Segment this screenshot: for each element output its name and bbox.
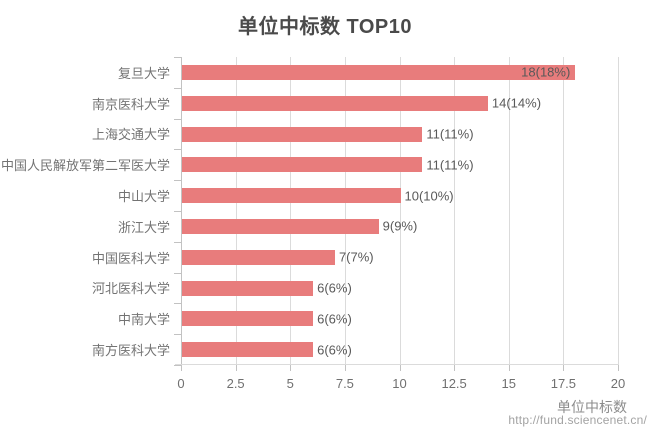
y-axis-labels: 复旦大学南京医科大学 上海交通大学中国人民解放军第二军医大学中山大学浙江大学中国医… bbox=[0, 57, 170, 365]
y-axis-tick bbox=[174, 180, 181, 182]
grid-line bbox=[508, 57, 510, 365]
x-tick-label: 20 bbox=[610, 376, 626, 391]
bar-value-label: 14(14%) bbox=[491, 95, 542, 111]
x-tick-label: 5 bbox=[286, 376, 294, 391]
y-axis-tick bbox=[174, 241, 181, 243]
x-axis-title: 单位中标数 bbox=[557, 399, 627, 415]
category-label: 中山大学 bbox=[117, 189, 170, 205]
bar[interactable] bbox=[182, 249, 335, 265]
category-label: 河北医科大学 bbox=[91, 281, 170, 297]
y-axis-tick bbox=[174, 57, 181, 58]
y-axis-tick bbox=[174, 365, 181, 366]
y-axis-tick bbox=[174, 334, 181, 336]
grid-line bbox=[344, 57, 346, 365]
bar-value-label: 10(10%) bbox=[404, 188, 454, 204]
x-axis-tick bbox=[181, 365, 182, 371]
category-label: 南京医科大学 bbox=[91, 96, 170, 112]
y-axis-tick bbox=[174, 211, 181, 212]
grid-line bbox=[563, 57, 565, 365]
y-axis-tick bbox=[174, 118, 181, 120]
bar[interactable] bbox=[182, 311, 314, 327]
bar-value-label: 6(6%) bbox=[317, 280, 352, 296]
x-tick-label: 2.5 bbox=[226, 376, 245, 391]
x-axis-tick bbox=[235, 365, 237, 371]
x-axis-line bbox=[175, 364, 618, 365]
bar[interactable] bbox=[182, 342, 314, 358]
bar[interactable] bbox=[182, 157, 423, 173]
category-label: 浙江大学 bbox=[117, 219, 170, 235]
x-tick-label: 10 bbox=[392, 376, 407, 391]
grid-line bbox=[454, 57, 456, 365]
bar[interactable] bbox=[182, 188, 401, 204]
grid-line bbox=[618, 57, 619, 365]
bar[interactable] bbox=[182, 218, 379, 234]
category-label: 南方医科大学 bbox=[91, 343, 170, 359]
bar-value-label: 18(18%) bbox=[521, 64, 571, 80]
x-axis-tick bbox=[290, 365, 292, 371]
chart-title: 单位中标数 TOP10 bbox=[237, 16, 413, 38]
x-tick-label: 7.5 bbox=[335, 376, 354, 391]
x-axis-tick bbox=[454, 365, 456, 371]
x-axis-tick-labels: 0 2.5 5 7.5 10 12.5 15 17.5 20 bbox=[177, 376, 625, 392]
category-label: 中南大学 bbox=[117, 312, 170, 328]
y-axis-tick bbox=[174, 303, 181, 305]
x-tick-label: 17.5 bbox=[550, 376, 577, 391]
category-label: 复旦大学 bbox=[117, 65, 170, 81]
x-axis-tick bbox=[508, 365, 510, 371]
y-axis-tick bbox=[174, 87, 181, 89]
y-axis-line bbox=[181, 57, 182, 365]
x-axis-tick bbox=[563, 365, 565, 371]
x-axis-tick bbox=[399, 365, 401, 371]
grid-line bbox=[290, 57, 292, 365]
bar[interactable] bbox=[182, 64, 576, 80]
category-label: 上海交通大学 bbox=[91, 127, 170, 143]
bar[interactable] bbox=[182, 126, 423, 142]
y-axis-tick bbox=[174, 149, 181, 151]
footer-url: http://fund.sciencenet.cn/ bbox=[508, 413, 647, 427]
grid-line bbox=[235, 57, 237, 365]
bar[interactable] bbox=[182, 95, 488, 111]
x-axis-tick bbox=[344, 365, 346, 371]
x-tick-label: 0 bbox=[177, 376, 185, 391]
bar-value-label: 6(6%) bbox=[317, 311, 352, 327]
x-axis-tick bbox=[618, 365, 619, 371]
x-tick-label: 15 bbox=[501, 376, 516, 391]
bar-value-label: 11(11%) bbox=[426, 157, 474, 173]
category-label: 中国人民解放军第二军医大学 bbox=[0, 158, 170, 174]
grid-line bbox=[399, 57, 401, 365]
plot-area: 18(18%) 14(14%) 11(11%) 11(11%) 10(10%) 9(9%)… bbox=[174, 57, 619, 371]
bar-value-label: 6(6%) bbox=[317, 342, 352, 358]
bar-value-label: 9(9%) bbox=[382, 218, 418, 234]
bar[interactable] bbox=[182, 280, 314, 296]
bar-value-label: 7(7%) bbox=[338, 249, 374, 265]
bar-value-label: 11(11%) bbox=[426, 126, 474, 142]
category-label: 中国医科大学 bbox=[91, 250, 170, 266]
x-tick-label: 12.5 bbox=[441, 376, 467, 391]
y-axis-tick bbox=[174, 272, 181, 274]
